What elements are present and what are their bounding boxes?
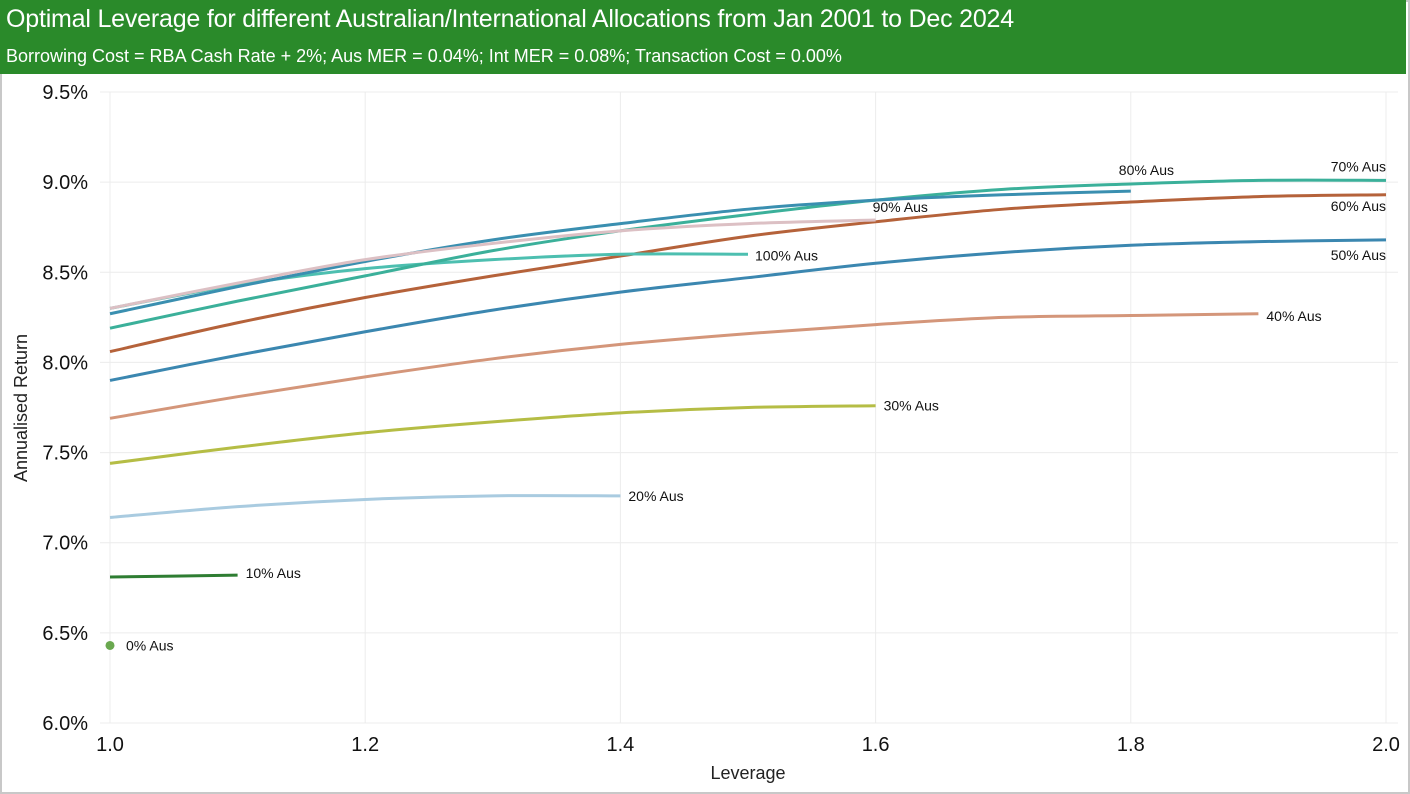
y-tick-label: 6.5%: [42, 623, 88, 645]
series-point: [105, 640, 115, 650]
x-tick-label: 1.6: [862, 734, 890, 756]
series-lines: [105, 178, 1387, 650]
series-label: 10% Aus: [246, 565, 301, 581]
series-line: [109, 189, 1131, 316]
series-label: 0% Aus: [126, 637, 173, 653]
y-tick-label: 9.0%: [42, 172, 88, 194]
series-label: 100% Aus: [755, 247, 818, 263]
y-tick-label: 9.5%: [42, 82, 88, 104]
x-tick-label: 1.0: [96, 734, 124, 756]
y-tick-label: 7.5%: [42, 443, 88, 465]
chart-header: Optimal Leverage for different Australia…: [0, 0, 1406, 74]
x-tick-label: 1.4: [606, 734, 634, 756]
x-axis-ticks: 1.0 1.2 1.4 1.6 1.8 2.0: [96, 734, 1400, 756]
y-tick-label: 7.0%: [42, 533, 88, 555]
y-tick-label: 8.5%: [42, 262, 88, 284]
series-label: 80% Aus: [1119, 162, 1174, 178]
y-axis-label: Annualised Return: [11, 334, 31, 482]
series-label: 30% Aus: [884, 398, 939, 414]
series-labels: 0% Aus 10% Aus 20% Aus 30% Aus 40% Aus 50% Au…: [126, 158, 1386, 653]
series-line: [109, 178, 1387, 330]
series-label: 20% Aus: [628, 488, 683, 504]
series-label: 90% Aus: [873, 199, 928, 215]
series-line: [109, 238, 1387, 382]
series-line: [109, 573, 238, 579]
x-tick-label: 2.0: [1372, 734, 1400, 756]
y-tick-label: 6.0%: [42, 713, 88, 735]
series-line: [109, 218, 876, 310]
series-label: 70% Aus: [1331, 158, 1386, 174]
chart-subtitle: Borrowing Cost = RBA Cash Rate + 2%; Aus…: [6, 46, 842, 66]
series-label: 40% Aus: [1266, 308, 1321, 324]
y-axis-ticks: 6.0% 6.5% 7.0% 7.5% 8.0% 8.5% 9.0% 9.5%: [42, 82, 88, 735]
y-tick-label: 8.0%: [42, 352, 88, 374]
x-tick-label: 1.2: [351, 734, 379, 756]
series-line: [109, 494, 621, 519]
gridlines: [100, 91, 1398, 724]
series-line: [109, 312, 1259, 420]
series-label: 60% Aus: [1331, 198, 1386, 214]
series-line: [109, 193, 1387, 354]
x-tick-label: 1.8: [1117, 734, 1145, 756]
series-line: [109, 404, 876, 465]
chart-title: Optimal Leverage for different Australia…: [6, 5, 1014, 33]
series-label: 50% Aus: [1331, 247, 1386, 263]
x-axis-label: Leverage: [710, 763, 785, 783]
